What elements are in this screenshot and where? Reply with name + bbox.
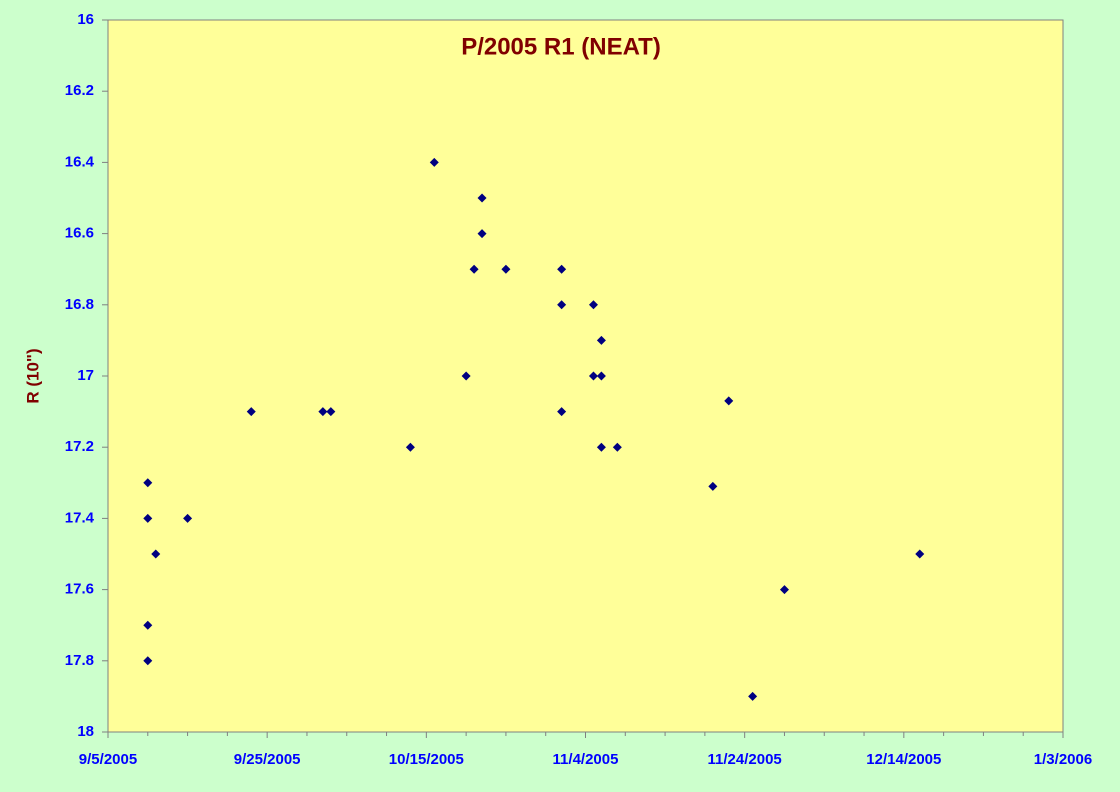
data-point [477, 229, 487, 239]
data-point [151, 549, 161, 559]
x-tick-label: 10/15/2005 [389, 751, 464, 768]
data-point [596, 442, 606, 452]
y-tick-label: 16.2 [65, 82, 94, 99]
data-point [612, 442, 622, 452]
data-point [557, 264, 567, 274]
data-point [557, 407, 567, 417]
data-point [405, 442, 415, 452]
data-point [183, 513, 193, 523]
plot-area [107, 19, 1064, 733]
data-point [779, 585, 789, 595]
y-axis-label: R (10") [23, 348, 42, 403]
x-tick-label: 11/24/2005 [708, 751, 782, 768]
data-point [596, 371, 606, 381]
data-point [429, 157, 439, 167]
y-tick-label: 17.4 [65, 509, 95, 526]
y-tick-label: 17.2 [65, 438, 94, 455]
chart-title: P/2005 R1 (NEAT) [461, 33, 661, 60]
x-tick-label: 12/14/2005 [866, 751, 941, 768]
y-tick-label: 16.4 [65, 153, 95, 170]
data-point [461, 371, 471, 381]
data-point [557, 300, 567, 310]
y-tick-label: 16 [77, 11, 94, 28]
data-point [143, 620, 153, 630]
data-point [143, 513, 153, 523]
data-point [588, 300, 598, 310]
data-point [501, 264, 511, 274]
data-point [596, 335, 606, 345]
data-point [748, 691, 758, 701]
data-point [318, 407, 328, 417]
data-point [588, 371, 598, 381]
x-tick-label: 9/25/2005 [234, 751, 301, 768]
x-tick-label: 1/3/2006 [1034, 751, 1092, 768]
data-point [246, 407, 256, 417]
data-point [469, 264, 479, 274]
data-point [143, 656, 153, 666]
data-point [708, 481, 718, 491]
data-point [477, 193, 487, 203]
y-tick-label: 16.8 [65, 296, 94, 313]
data-point [724, 396, 734, 406]
y-tick-label: 17.6 [65, 581, 94, 598]
data-point [326, 407, 336, 417]
y-tick-label: 17 [77, 367, 94, 384]
x-tick-label: 11/4/2005 [553, 751, 619, 768]
x-tick-label: 9/5/2005 [79, 751, 137, 768]
y-tick-label: 16.6 [65, 225, 94, 242]
y-tick-label: 17.8 [65, 652, 94, 669]
data-point [915, 549, 925, 559]
data-point [143, 478, 153, 488]
y-tick-label: 18 [77, 723, 94, 740]
